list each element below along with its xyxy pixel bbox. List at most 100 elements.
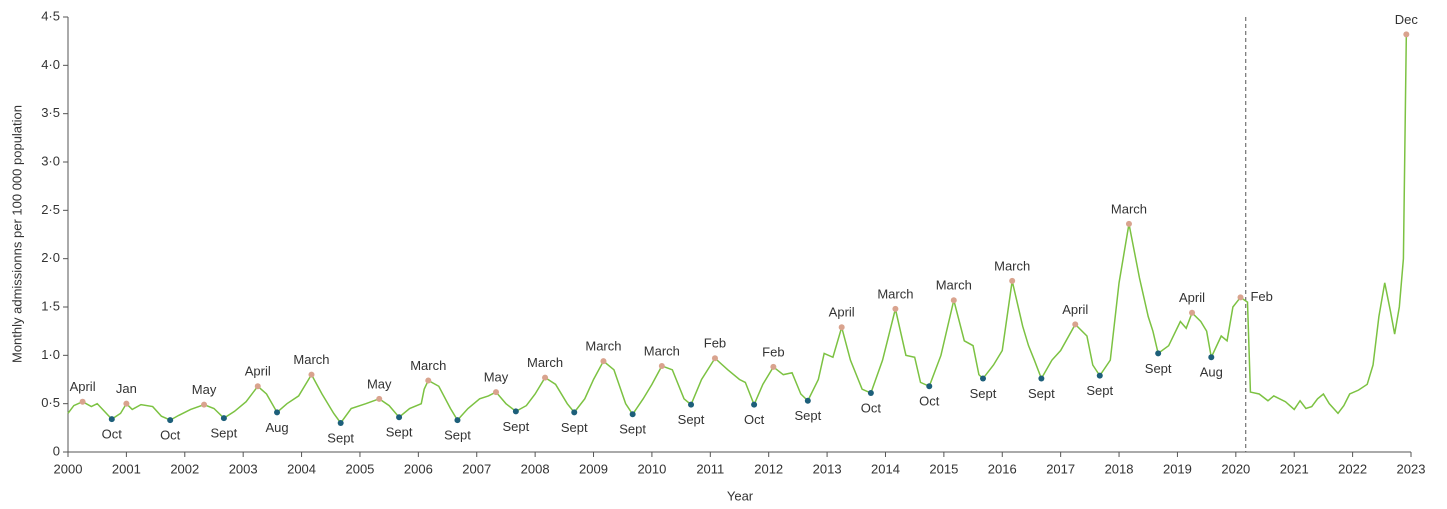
annotation-marker	[751, 401, 758, 408]
annotation-marker	[658, 362, 665, 369]
annotation-marker	[274, 409, 281, 416]
annotation-marker	[123, 400, 130, 407]
annotation-marker	[425, 377, 432, 384]
annotation-label: March	[410, 358, 446, 373]
annotation-marker	[1009, 277, 1016, 284]
x-tick-label: 2002	[170, 461, 199, 476]
x-tick-label: 2006	[404, 461, 433, 476]
annotation-label: May	[192, 382, 217, 397]
x-tick-label: 2008	[521, 461, 550, 476]
y-tick-label: 2·5	[41, 202, 60, 217]
annotation-label: Oct	[861, 400, 882, 415]
annotation-marker	[376, 395, 383, 402]
annotation-marker	[493, 389, 500, 396]
annotation-marker	[838, 324, 845, 331]
y-tick-label: 0·5	[41, 395, 60, 410]
annotation-marker	[396, 414, 403, 421]
x-tick-label: 2003	[229, 461, 258, 476]
annotation-marker	[711, 355, 718, 362]
annotation-label: March	[644, 343, 680, 358]
annotation-label: Feb	[762, 344, 784, 359]
annotation-label: Sept	[386, 425, 413, 440]
annotation-label: April	[245, 364, 271, 379]
y-tick-label: 2·0	[41, 250, 60, 265]
x-tick-label: 2001	[112, 461, 141, 476]
annotation-label: April	[829, 305, 855, 320]
x-tick-label: 2005	[345, 461, 374, 476]
annotation-label: April	[1179, 290, 1205, 305]
x-tick-label: 2023	[1397, 461, 1426, 476]
x-tick-label: 2009	[579, 461, 608, 476]
annotation-marker	[688, 401, 695, 408]
annotation-label: Jan	[116, 381, 137, 396]
annotation-marker	[254, 383, 261, 390]
annotation-marker	[979, 375, 986, 382]
annotation-label: April	[1062, 302, 1088, 317]
annotation-marker	[220, 415, 227, 422]
annotation-marker	[629, 411, 636, 418]
annotation-marker	[542, 374, 549, 381]
x-tick-label: 2018	[1105, 461, 1134, 476]
annotation-marker	[454, 417, 461, 424]
y-tick-label: 1·5	[41, 298, 60, 313]
annotation-label: Aug	[1200, 365, 1223, 380]
annotation-label: Sept	[327, 430, 354, 445]
y-axis-label: Monthly admissionns per 100 000 populati…	[9, 105, 24, 363]
x-tick-label: 2013	[813, 461, 842, 476]
annotation-label: April	[70, 379, 96, 394]
annotation-marker	[1072, 321, 1079, 328]
y-tick-label: 1·0	[41, 347, 60, 362]
annotation-marker	[804, 397, 811, 404]
x-tick-label: 2012	[754, 461, 783, 476]
y-tick-label: 4·0	[41, 57, 60, 72]
annotation-marker	[167, 417, 174, 424]
annotation-marker	[926, 383, 933, 390]
annotation-marker	[201, 401, 208, 408]
x-tick-label: 2004	[287, 461, 316, 476]
annotation-marker	[1208, 354, 1215, 361]
x-tick-label: 2021	[1280, 461, 1309, 476]
annotation-marker	[892, 305, 899, 312]
annotation-marker	[1038, 375, 1045, 382]
annotation-label: Dec	[1395, 12, 1419, 27]
y-tick-label: 3·5	[41, 105, 60, 120]
annotation-marker	[512, 408, 519, 415]
annotation-marker	[600, 358, 607, 365]
annotation-label: March	[293, 352, 329, 367]
x-tick-label: 2000	[54, 461, 83, 476]
x-tick-label: 2011	[696, 461, 724, 476]
annotation-label: Sept	[561, 420, 588, 435]
annotation-marker	[79, 398, 86, 405]
annotation-label: Oct	[919, 394, 940, 409]
annotation-marker	[1096, 372, 1103, 379]
annotation-label: March	[994, 258, 1030, 273]
annotation-label: Sept	[211, 426, 238, 441]
annotation-marker	[1189, 309, 1196, 316]
x-tick-label: 2016	[988, 461, 1017, 476]
annotation-label: Feb	[704, 336, 726, 351]
annotation-marker	[770, 363, 777, 370]
annotation-marker	[950, 297, 957, 304]
x-tick-label: 2019	[1163, 461, 1192, 476]
annotation-marker	[308, 371, 315, 378]
annotation-marker	[337, 420, 344, 426]
annotation-marker	[1403, 31, 1410, 38]
annotation-label: Sept	[502, 419, 529, 434]
annotation-label: May	[367, 376, 392, 391]
x-tick-label: 2014	[871, 461, 900, 476]
annotation-label: Sept	[444, 428, 471, 443]
annotation-marker	[867, 390, 874, 397]
annotation-label: Sept	[794, 408, 821, 423]
annotation-marker	[1237, 294, 1244, 301]
annotation-marker	[571, 409, 578, 416]
y-tick-label: 3·0	[41, 153, 60, 168]
annotation-label: Sept	[619, 422, 646, 437]
annotation-label: Aug	[265, 420, 288, 435]
annotation-label: March	[936, 278, 972, 293]
annotation-label: March	[527, 355, 563, 370]
annotation-label: Sept	[970, 386, 997, 401]
y-tick-label: 4·5	[41, 8, 60, 23]
annotation-label: Sept	[1086, 383, 1113, 398]
annotation-marker	[1155, 350, 1162, 357]
